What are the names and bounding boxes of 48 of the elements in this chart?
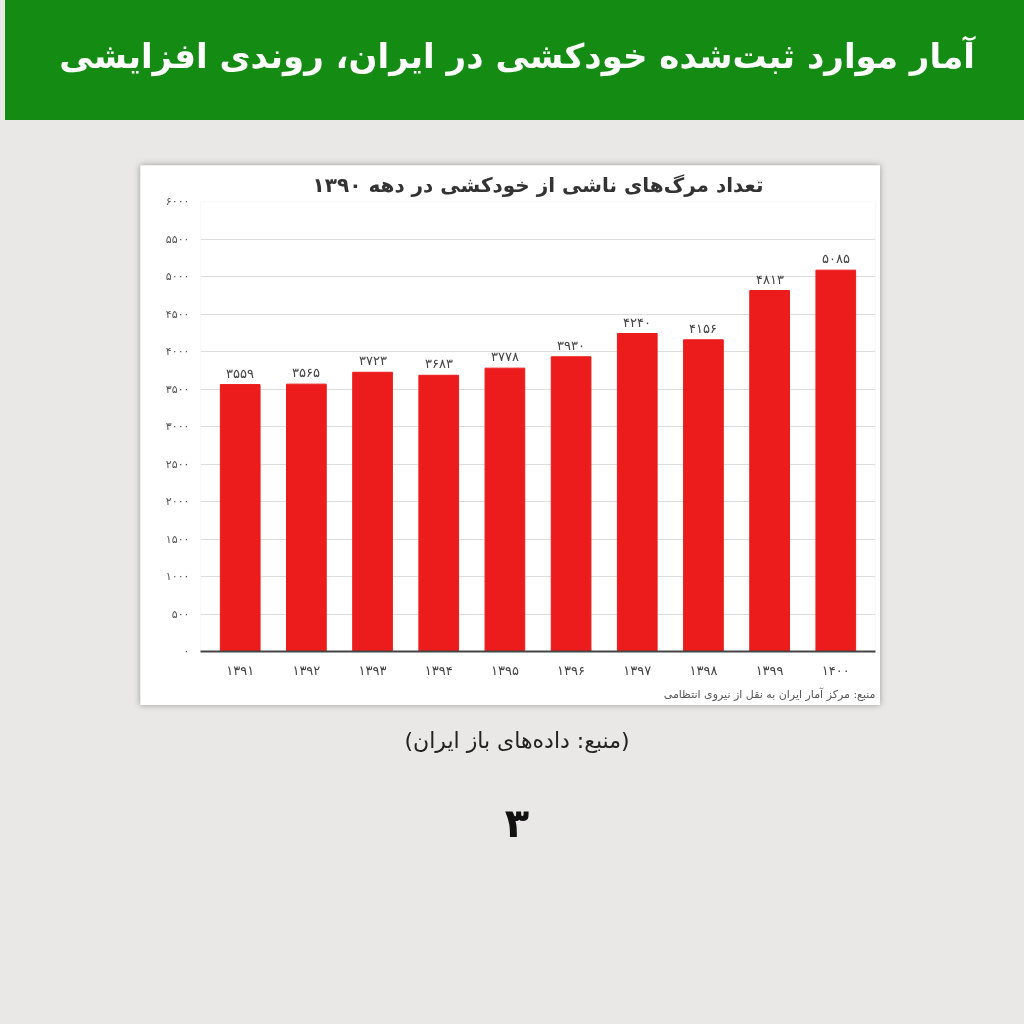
- data-label: ۵۰۸۵: [821, 251, 850, 267]
- data-label: ۳۵۵۹: [226, 365, 255, 381]
- y-tick-label: ۴۰۰۰: [165, 345, 190, 358]
- y-tick-label: ۱۵۰۰: [165, 532, 190, 546]
- y-tick-label: ۱۰۰۰: [165, 570, 190, 583]
- bar: [616, 333, 658, 652]
- chart-subtitle: تعداد مرگ‌های ناشی از خودکشی در دهه ۱۳۹۰: [312, 172, 764, 197]
- x-tick-label: ۱۳۹۸: [689, 662, 718, 678]
- x-tick-label: ۱۳۹۳: [358, 662, 387, 678]
- bar: [550, 356, 592, 652]
- y-tick-label: ۵۰۰۰: [165, 270, 190, 283]
- text: ۳: [504, 799, 530, 848]
- bar: [418, 374, 460, 652]
- y-tick-label: ۵۰۰: [171, 607, 190, 621]
- y-tick-label: ۰: [183, 645, 190, 658]
- y-tick-label: ۲۰۰۰: [165, 495, 190, 508]
- bar: [286, 383, 327, 652]
- y-tick-label: ۳۵۰۰: [165, 382, 190, 396]
- data-label: ۳۷۲۳: [358, 353, 387, 369]
- x-tick-label: ۱۳۹۲: [292, 662, 321, 678]
- data-label: ۳۹۳۰: [557, 337, 586, 353]
- x-tick-label: ۱۳۹۶: [557, 662, 586, 678]
- bar: [484, 367, 526, 652]
- text: منبع: مرکز آمار ایران به نقل از نیروی انتظامی: [663, 686, 876, 701]
- chart-title: آمار موارد ثبت‌شده خودکشی در ایران، روندی افزایشی: [59, 35, 975, 79]
- x-tick-label: ۱۳۹۴: [424, 662, 453, 678]
- bar: [683, 339, 724, 652]
- data-label: ۳۶۸۳: [424, 356, 453, 372]
- y-tick-label: ۵۵۰۰: [165, 232, 190, 246]
- x-tick-label: ۱۴۰۰: [821, 662, 850, 678]
- y-tick-label: ۶۰۰۰: [165, 195, 190, 208]
- y-tick-label: ۲۵۰۰: [165, 457, 190, 471]
- bar: [749, 290, 790, 652]
- data-label: ۴۲۴۰: [623, 314, 652, 330]
- x-tick-label: ۱۳۹۹: [755, 662, 784, 678]
- x-tick-label: ۱۳۹۱: [226, 662, 255, 678]
- bar: [219, 384, 261, 652]
- x-tick-label: ۱۳۹۷: [623, 662, 652, 678]
- data-label: ۴۸۱۳: [755, 271, 784, 287]
- bar: [815, 269, 857, 652]
- y-tick-label: ۴۵۰۰: [165, 307, 190, 321]
- x-tick-label: ۱۳۹۵: [490, 662, 519, 678]
- data-label: ۴۱۵۶: [689, 320, 718, 336]
- data-label: ۳۷۷۸: [490, 349, 519, 365]
- bar: [352, 371, 393, 652]
- text: (منبع: داده‌های باز ایران): [404, 727, 630, 755]
- data-label: ۳۵۶۵: [292, 365, 321, 381]
- y-tick-label: ۳۰۰۰: [165, 420, 190, 433]
